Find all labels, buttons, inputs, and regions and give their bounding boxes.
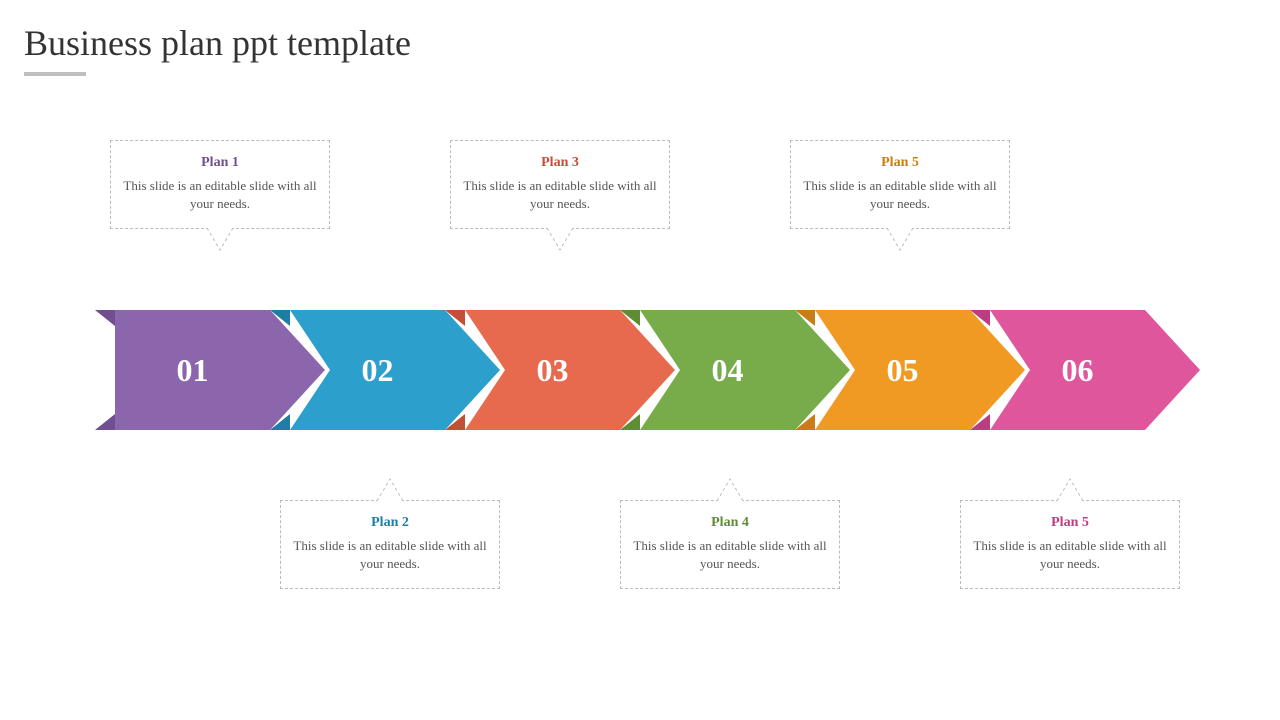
callout-plan-2: Plan 2 This slide is an editable slide wi…: [280, 500, 500, 589]
callout-plan-5: Plan 5 This slide is an editable slide wi…: [790, 140, 1010, 229]
callout-body: This slide is an editable slide with all…: [633, 537, 827, 572]
callout-title: Plan 5: [973, 515, 1167, 531]
callout-body: This slide is an editable slide with all…: [123, 177, 317, 212]
callout-plan-6: Plan 5 This slide is an editable slide wi…: [960, 500, 1180, 589]
callout-plan-4: Plan 4 This slide is an editable slide wi…: [620, 500, 840, 589]
callout-plan-3: Plan 3 This slide is an editable slide wi…: [450, 140, 670, 229]
callout-body: This slide is an editable slide with all…: [973, 537, 1167, 572]
callout-title: Plan 3: [463, 155, 657, 171]
callout-title: Plan 2: [293, 515, 487, 531]
callout-plan-1: Plan 1 This slide is an editable slide wi…: [110, 140, 330, 229]
callout-body: This slide is an editable slide with all…: [293, 537, 487, 572]
callout-title: Plan 1: [123, 155, 317, 171]
chevron-step-6: 06: [990, 310, 1205, 430]
chevron-number: 03: [465, 310, 620, 430]
callout-title: Plan 4: [633, 515, 827, 531]
callout-body: This slide is an editable slide with all…: [803, 177, 997, 212]
chevron-number: 01: [115, 310, 270, 430]
chevron-number: 06: [990, 310, 1145, 430]
title-underline: [24, 72, 86, 76]
chevron-number: 05: [815, 310, 970, 430]
chevron-number: 04: [640, 310, 795, 430]
callout-title: Plan 5: [803, 155, 997, 171]
page-title: Business plan ppt template: [24, 22, 411, 64]
chevron-number: 02: [290, 310, 445, 430]
callout-body: This slide is an editable slide with all…: [463, 177, 657, 212]
